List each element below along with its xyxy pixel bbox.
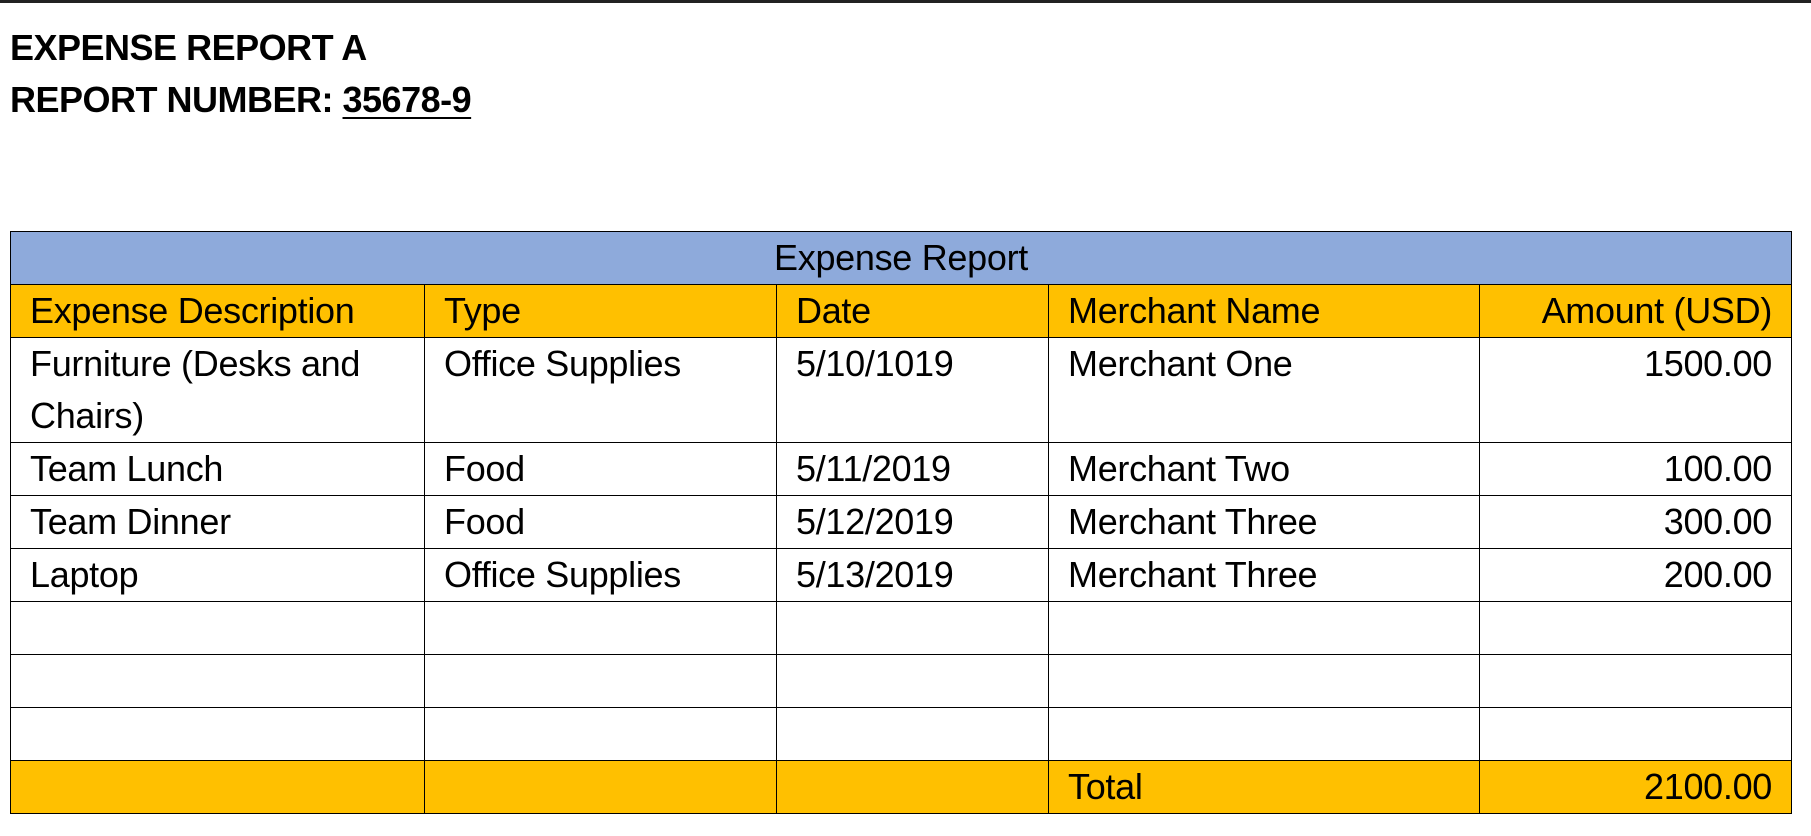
column-header-description: Expense Description	[10, 284, 425, 338]
total-empty-cell	[10, 760, 425, 814]
total-empty-cell	[424, 760, 777, 814]
cell-description: Laptop	[10, 548, 425, 602]
report-number-value: 35678-9	[342, 79, 472, 120]
cell-description-text: Furniture (Desks and Chairs)	[30, 343, 361, 436]
cell-type: Office Supplies	[424, 548, 777, 602]
report-number-line: REPORT NUMBER: 35678-9	[10, 79, 472, 121]
table-row: Team Lunch Food 5/11/2019 Merchant Two 1…	[10, 442, 1793, 496]
expense-table: Expense Report Expense Description Type …	[9, 231, 1793, 814]
cell-amount: 1500.00	[1478, 337, 1793, 443]
cell-date: 5/10/1019	[776, 337, 1049, 443]
empty-table-row	[10, 707, 1793, 761]
cell-amount: 200.00	[1478, 548, 1793, 602]
cell-description: Furniture (Desks and Chairs)	[10, 337, 425, 443]
cell-merchant: Merchant Three	[1048, 495, 1480, 549]
document-title: EXPENSE REPORT A	[10, 27, 367, 68]
empty-cell	[1478, 707, 1793, 761]
empty-cell	[424, 707, 777, 761]
report-number-label: REPORT NUMBER:	[10, 79, 334, 120]
empty-cell	[776, 707, 1049, 761]
total-row: Total 2100.00	[10, 760, 1793, 814]
empty-cell	[1048, 654, 1480, 708]
cell-merchant: Merchant One	[1048, 337, 1480, 443]
empty-cell	[1478, 654, 1793, 708]
empty-cell	[1048, 601, 1480, 655]
top-border-line	[0, 0, 1811, 3]
cell-merchant: Merchant Two	[1048, 442, 1480, 496]
empty-cell	[424, 654, 777, 708]
cell-type: Food	[424, 442, 777, 496]
empty-table-row	[10, 654, 1793, 708]
empty-cell	[10, 707, 425, 761]
empty-table-row	[10, 601, 1793, 655]
empty-cell	[10, 601, 425, 655]
empty-cell	[1048, 707, 1480, 761]
table-title: Expense Report	[9, 231, 1793, 285]
empty-cell	[424, 601, 777, 655]
table-row: Team Dinner Food 5/12/2019 Merchant Thre…	[10, 495, 1793, 549]
cell-amount: 300.00	[1478, 495, 1793, 549]
table-header-row: Expense Description Type Date Merchant N…	[10, 284, 1793, 338]
table-row: Furniture (Desks and Chairs) Office Supp…	[10, 337, 1793, 443]
total-label: Total	[1048, 760, 1480, 814]
total-value: 2100.00	[1478, 760, 1793, 814]
cell-description: Team Lunch	[10, 442, 425, 496]
empty-cell	[10, 654, 425, 708]
empty-cell	[776, 601, 1049, 655]
cell-merchant: Merchant Three	[1048, 548, 1480, 602]
column-header-date: Date	[776, 284, 1049, 338]
total-empty-cell	[776, 760, 1049, 814]
column-header-type: Type	[424, 284, 777, 338]
cell-amount: 100.00	[1478, 442, 1793, 496]
cell-description: Team Dinner	[10, 495, 425, 549]
empty-cell	[1478, 601, 1793, 655]
empty-cell	[776, 654, 1049, 708]
cell-date: 5/11/2019	[776, 442, 1049, 496]
table-title-row: Expense Report	[9, 231, 1793, 285]
column-header-merchant: Merchant Name	[1048, 284, 1480, 338]
cell-type: Food	[424, 495, 777, 549]
cell-date: 5/12/2019	[776, 495, 1049, 549]
cell-type: Office Supplies	[424, 337, 777, 443]
table-row: Laptop Office Supplies 5/13/2019 Merchan…	[10, 548, 1793, 602]
cell-date: 5/13/2019	[776, 548, 1049, 602]
column-header-amount: Amount (USD)	[1478, 284, 1793, 338]
